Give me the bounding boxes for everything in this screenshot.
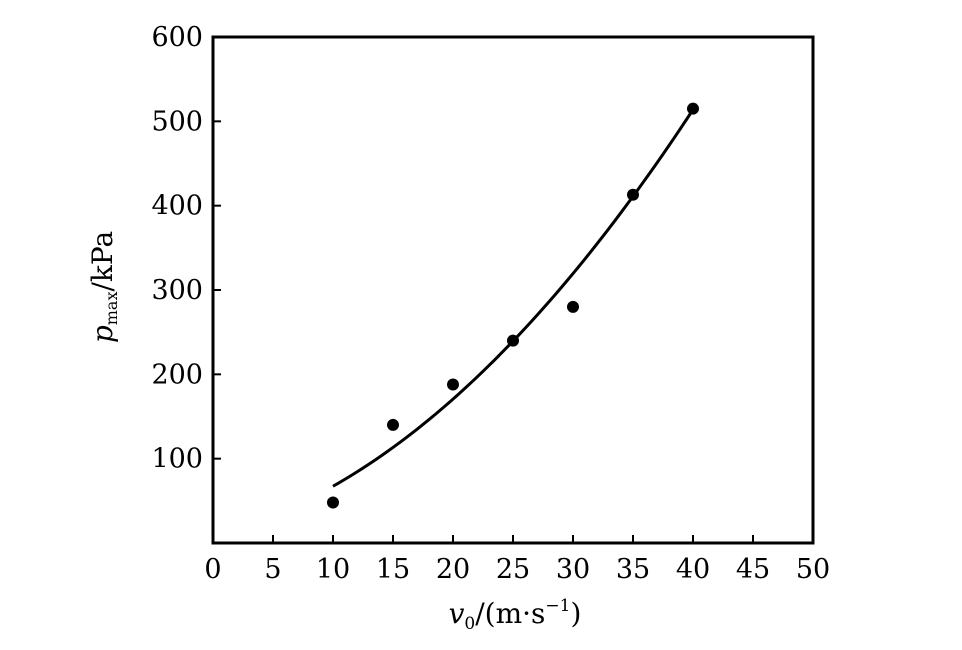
y-axis-symbol: p [86,325,119,343]
x-tick-label: 40 [676,554,710,585]
data-point [687,102,699,115]
x-tick-label: 5 [264,554,281,585]
x-ticks-layer: 0 5 10 15 20 25 30 35 40 45 50 [204,535,830,585]
y-ticks-layer: 100 200 300 400 500 600 [151,22,221,475]
data-points-layer [327,102,699,509]
x-tick-label: 50 [796,554,830,585]
y-tick-label: 200 [151,359,203,390]
y-tick-label: 600 [151,22,203,53]
y-axis-unit: /kPa [86,231,119,292]
y-axis-subscript: max [102,292,121,326]
x-axis-label: v0/(m·s−1) [449,596,582,634]
x-tick-label: 30 [556,554,590,585]
data-point [627,188,639,201]
x-tick-label: 35 [616,554,650,585]
data-point [567,300,579,313]
x-tick-label: 10 [316,554,350,585]
x-axis-unit-prefix: /(m·s [475,597,545,630]
data-point [387,418,399,431]
x-axis-subscript: 0 [464,614,475,634]
x-axis-superscript: −1 [545,596,570,616]
y-tick-label: 300 [151,275,203,306]
data-point [327,496,339,509]
x-tick-label: 45 [736,554,770,585]
data-point [507,334,519,347]
data-point [447,378,459,391]
x-tick-label: 25 [496,554,530,585]
y-tick-label: 400 [151,191,203,222]
x-tick-label: 0 [204,554,221,585]
y-axis-label: pmax/kPa [86,231,121,343]
x-axis-unit-suffix: ) [570,597,581,630]
y-tick-label: 100 [151,444,203,475]
x-tick-label: 20 [436,554,470,585]
y-tick-label: 500 [151,106,203,137]
x-axis-symbol: v [449,597,465,630]
x-tick-label: 15 [376,554,410,585]
